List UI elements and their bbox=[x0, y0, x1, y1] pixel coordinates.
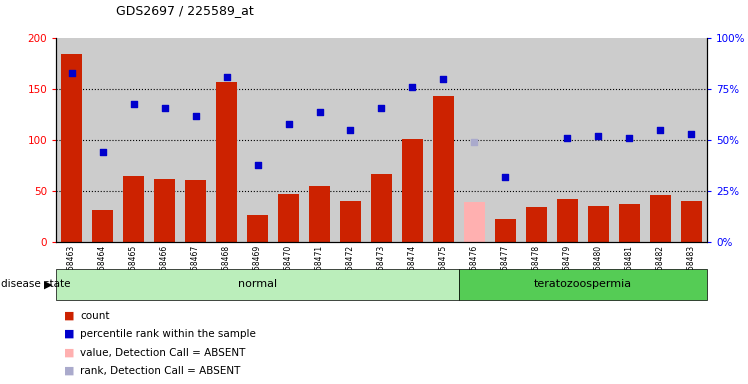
Bar bbox=[649, 195, 671, 242]
Text: value, Detection Call = ABSENT: value, Detection Call = ABSENT bbox=[80, 348, 245, 358]
Point bbox=[375, 104, 387, 111]
Bar bbox=[490, 38, 521, 242]
Bar bbox=[340, 201, 361, 242]
Point bbox=[159, 104, 171, 111]
Point bbox=[189, 113, 201, 119]
Bar bbox=[335, 38, 366, 242]
Text: GDS2697 / 225589_at: GDS2697 / 225589_at bbox=[116, 4, 254, 17]
Bar bbox=[56, 38, 87, 242]
Text: ▶: ▶ bbox=[44, 279, 52, 289]
Bar bbox=[180, 38, 211, 242]
Bar bbox=[366, 38, 397, 242]
Bar bbox=[676, 38, 707, 242]
Bar bbox=[681, 201, 702, 242]
Text: normal: normal bbox=[238, 279, 277, 289]
Bar bbox=[56, 269, 459, 300]
Bar bbox=[61, 54, 82, 242]
Point bbox=[251, 162, 263, 168]
Bar bbox=[304, 38, 335, 242]
Bar bbox=[118, 38, 149, 242]
Bar bbox=[397, 38, 428, 242]
Bar bbox=[154, 179, 175, 242]
Bar bbox=[242, 38, 273, 242]
Point bbox=[313, 109, 325, 115]
Point bbox=[96, 149, 108, 156]
Bar bbox=[149, 38, 180, 242]
Text: teratozoospermia: teratozoospermia bbox=[534, 279, 632, 289]
Bar bbox=[432, 96, 454, 242]
Point bbox=[406, 84, 418, 90]
Point bbox=[283, 121, 295, 127]
Bar bbox=[619, 204, 640, 242]
Bar bbox=[185, 180, 206, 242]
Bar bbox=[278, 194, 299, 242]
Bar bbox=[247, 215, 269, 242]
Text: ■: ■ bbox=[64, 348, 74, 358]
Bar bbox=[370, 174, 392, 242]
Text: disease state: disease state bbox=[1, 279, 70, 289]
Bar bbox=[583, 38, 614, 242]
Bar bbox=[92, 210, 114, 242]
Bar bbox=[557, 199, 578, 242]
Point bbox=[500, 174, 512, 180]
Text: ■: ■ bbox=[64, 366, 74, 376]
Text: percentile rank within the sample: percentile rank within the sample bbox=[80, 329, 256, 339]
Text: count: count bbox=[80, 311, 109, 321]
Point bbox=[345, 127, 357, 133]
Bar bbox=[526, 207, 548, 242]
Bar bbox=[428, 38, 459, 242]
Bar bbox=[123, 176, 144, 242]
Bar bbox=[464, 202, 485, 242]
Point bbox=[438, 76, 450, 82]
Text: ■: ■ bbox=[64, 329, 74, 339]
Point bbox=[128, 101, 140, 107]
Text: rank, Detection Call = ABSENT: rank, Detection Call = ABSENT bbox=[80, 366, 240, 376]
Point bbox=[623, 135, 635, 141]
Point bbox=[685, 131, 697, 137]
Point bbox=[66, 70, 78, 76]
Bar bbox=[215, 82, 237, 242]
Bar bbox=[521, 38, 552, 242]
Bar bbox=[587, 206, 609, 242]
Point bbox=[592, 133, 604, 139]
Point bbox=[221, 74, 233, 80]
Bar bbox=[459, 269, 707, 300]
Bar bbox=[211, 38, 242, 242]
Bar bbox=[645, 38, 676, 242]
Text: ■: ■ bbox=[64, 311, 74, 321]
Bar bbox=[309, 186, 331, 242]
Bar bbox=[552, 38, 583, 242]
Point bbox=[654, 127, 666, 133]
Bar bbox=[459, 38, 490, 242]
Bar bbox=[402, 139, 423, 242]
Point bbox=[562, 135, 574, 141]
Point bbox=[468, 139, 480, 145]
Bar bbox=[494, 218, 516, 242]
Bar bbox=[273, 38, 304, 242]
Bar bbox=[87, 38, 118, 242]
Bar bbox=[614, 38, 645, 242]
